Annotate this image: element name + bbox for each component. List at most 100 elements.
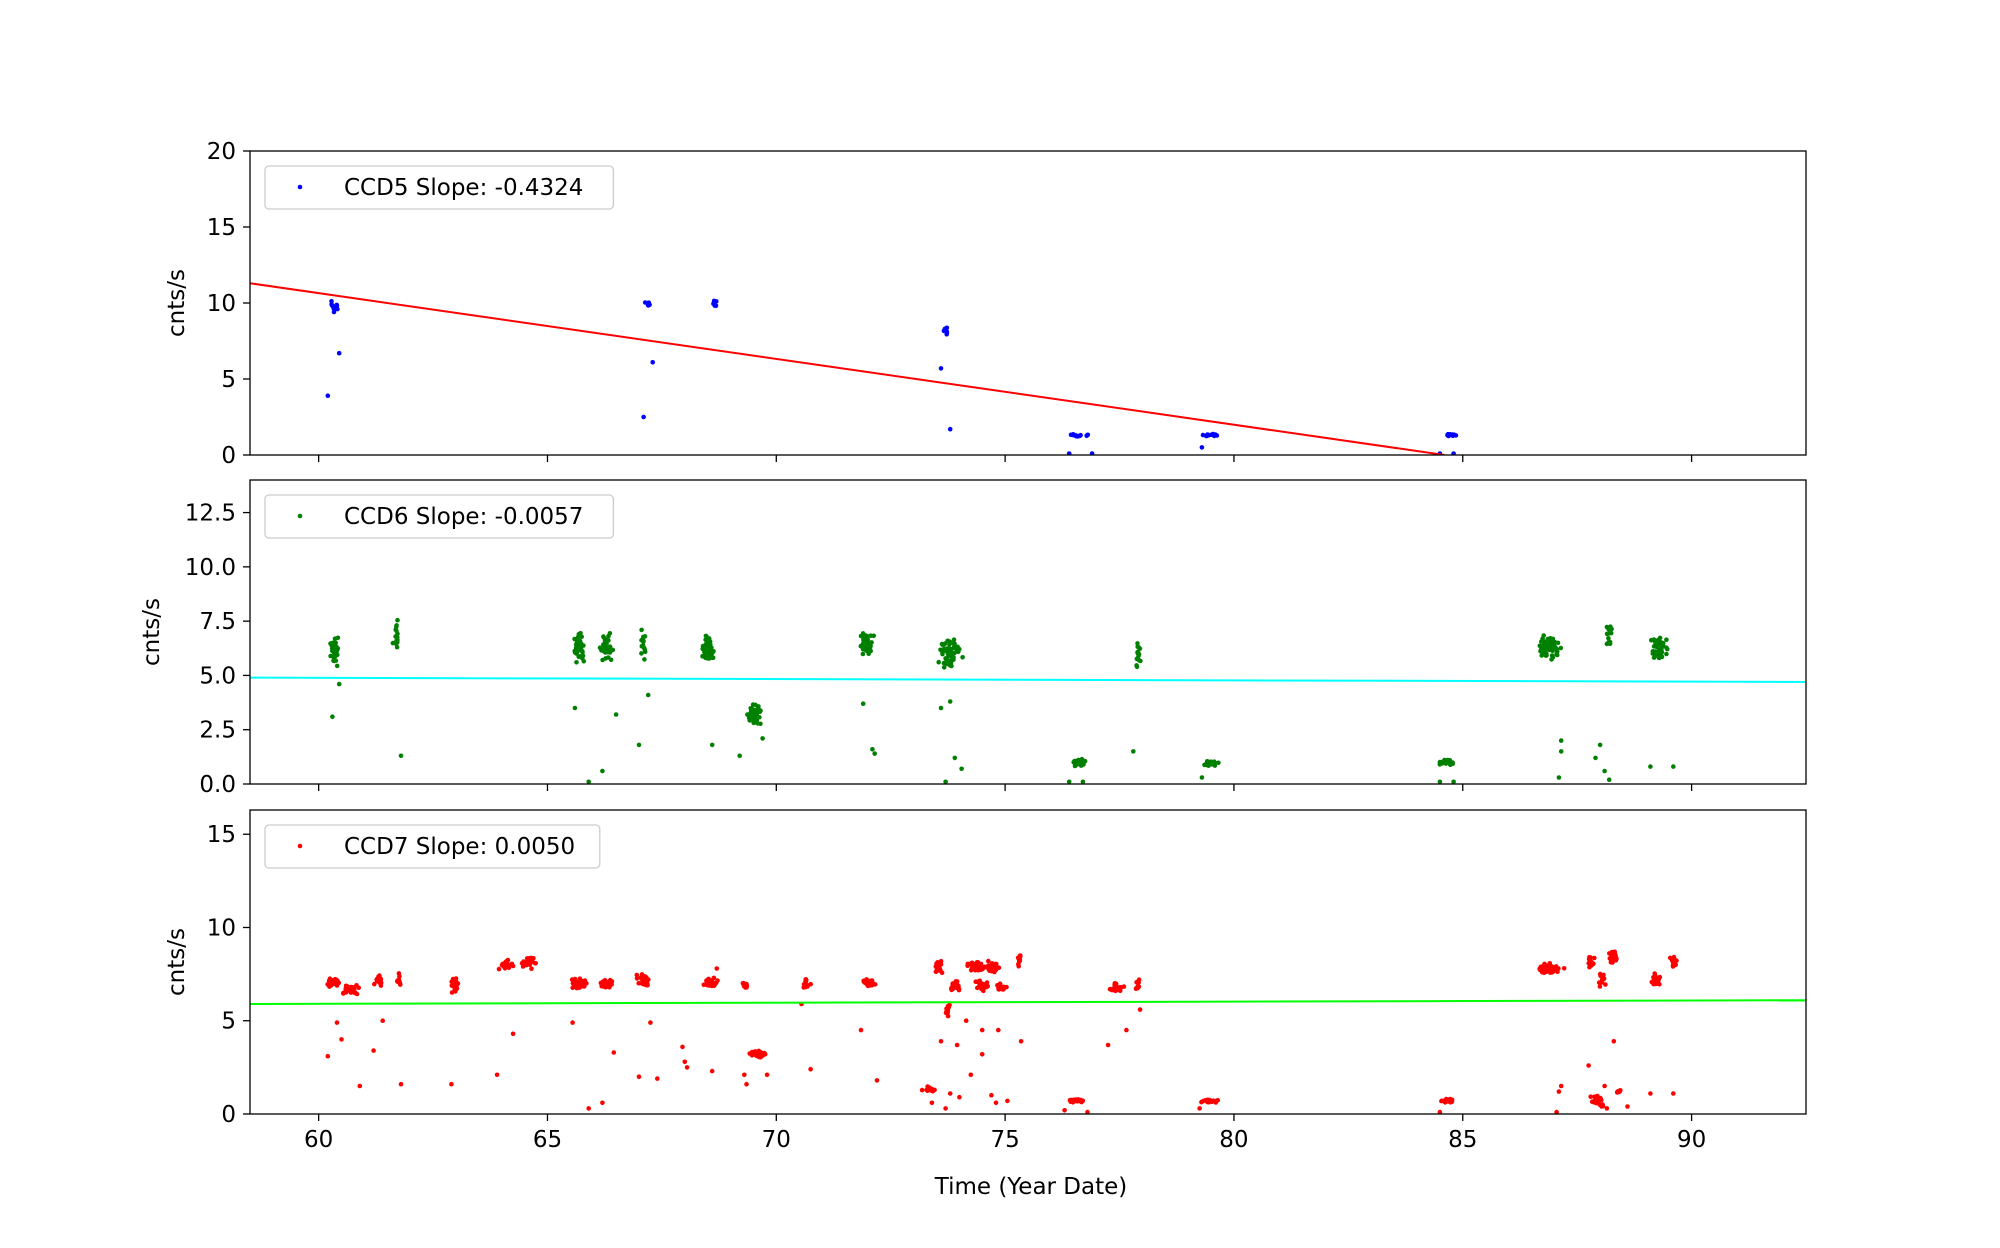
ccd6-data-point [576, 639, 581, 645]
ccd7-data-point [636, 1074, 642, 1079]
ccd6-data-point [864, 635, 869, 640]
ccd6-data-point [394, 623, 399, 628]
ccd7-x-tick-label: 80 [1219, 1127, 1248, 1153]
ccd7-data-point [601, 982, 607, 987]
ccd7-data-point [993, 1100, 999, 1106]
ccd7-data-point [925, 1087, 931, 1092]
ccd7-data-point [327, 984, 332, 989]
ccd6-data-point [710, 649, 715, 655]
ccd7-y-tick-label: 10 [207, 915, 236, 941]
ccd7-data-point [1018, 1039, 1024, 1044]
ccd5-y-tick-label: 0 [221, 443, 236, 469]
ccd6-data-point [1651, 655, 1657, 660]
ccd7-data-point [1017, 958, 1023, 963]
ccd7-data-point [714, 966, 720, 971]
ccd6-data-point [334, 663, 340, 669]
ccd6-data-point [1134, 663, 1139, 668]
ccd5-data-point [1089, 451, 1095, 455]
ccd7-fit-line [250, 999, 1806, 1005]
ccd5-data-point [1451, 451, 1456, 455]
ccd7-data-point [326, 978, 332, 984]
ccd7-data-point [1547, 968, 1552, 973]
ccd7-data-point [453, 979, 459, 985]
ccd6-data-point [948, 660, 954, 666]
ccd7-data-point [1137, 1007, 1143, 1012]
ccd7-data-point [1437, 1109, 1443, 1114]
ccd6-data-point [332, 658, 337, 664]
ccd7-data-point [1073, 1097, 1079, 1102]
ccd6-data-point [1608, 624, 1613, 629]
ccd6-legend-marker [297, 513, 303, 519]
ccd7-data-point [648, 1020, 653, 1025]
ccd6-data-point [1547, 644, 1552, 649]
ccd7-data-point [1673, 961, 1678, 966]
ccd7-data-point [954, 1042, 960, 1048]
ccd7-data-point [934, 961, 939, 966]
ccd7-data-point [996, 983, 1001, 989]
ccd6-y-axis-label: cnts/s [139, 598, 165, 666]
ccd6-y-tick-label: 2.5 [199, 718, 236, 744]
ccd7-data-point [1005, 1098, 1010, 1104]
ccd7-data-point [572, 984, 577, 989]
ccd7-data-point [801, 981, 807, 987]
ccd7-data-point [975, 985, 980, 991]
ccd5-data-point [944, 332, 949, 337]
ccd7-y-tick-label: 15 [207, 822, 236, 848]
ccd6-data-point [703, 637, 708, 642]
ccd7-data-point [1648, 1091, 1653, 1096]
ccd7-data-point [1652, 971, 1657, 976]
ccd6-data-point [862, 644, 868, 649]
ccd7-data-point [1448, 1099, 1453, 1105]
ccd6-data-point [945, 646, 950, 651]
ccd6-data-point [864, 648, 869, 654]
ccd6-data-point [872, 751, 877, 756]
ccd6-data-point [1443, 761, 1449, 766]
ccd6-data-point [395, 617, 400, 623]
ccd7-data-point [644, 975, 649, 980]
ccd6-data-point [1658, 653, 1663, 659]
ccd7-data-point [742, 1072, 747, 1078]
ccd7-data-point [943, 1106, 948, 1111]
ccd7-data-point [450, 979, 456, 985]
ccd6-data-point [1608, 630, 1614, 636]
ccd6-data-point [943, 779, 948, 784]
ccd6-data-point [710, 655, 716, 660]
ccd7-data-point [1561, 966, 1567, 971]
ccd6-data-point [868, 633, 873, 638]
ccd7-data-point [1551, 967, 1557, 972]
ccd7-data-point [1556, 966, 1561, 971]
ccd7-data-point [577, 980, 582, 986]
ccd6-data-point [956, 649, 961, 655]
ccd5-legend: CCD5 Slope: -0.4324 [264, 165, 615, 210]
ccd6-data-point [1543, 652, 1548, 657]
ccd7-data-point [1597, 984, 1603, 989]
ccd5-data-point [1447, 432, 1453, 437]
ccd6-data-point [1545, 638, 1551, 644]
ccd6-data-point [600, 768, 605, 774]
ccd6-legend-box [264, 494, 615, 539]
ccd7-data-point [1542, 961, 1547, 967]
ccd7-legend-marker [297, 843, 303, 849]
ccd5-data-point [331, 304, 337, 310]
ccd7-data-point [1209, 1099, 1214, 1104]
ccd7-data-point [1085, 1109, 1090, 1114]
ccd7-data-point [1609, 953, 1614, 958]
ccd7-data-point [529, 966, 534, 971]
ccd7-data-point [764, 1072, 770, 1078]
ccd7-data-point [576, 985, 581, 990]
ccd7-data-point [950, 981, 955, 986]
ccd6-data-point [1135, 656, 1141, 662]
ccd7-data-point [682, 1059, 688, 1065]
ccd7-data-point [376, 977, 381, 983]
ccd5-data-point [325, 393, 331, 399]
ccd7-data-point [533, 961, 538, 966]
ccd6-data-point [1066, 779, 1072, 784]
ccd7-data-point [524, 956, 530, 961]
ccd5-data-point [1084, 433, 1089, 439]
ccd7-data-point [395, 979, 401, 984]
ccd7-data-point [642, 981, 648, 987]
ccd7-data-point [334, 1020, 340, 1025]
ccd7-data-point [1671, 1091, 1676, 1096]
ccd7-axes-frame [249, 809, 1807, 1115]
